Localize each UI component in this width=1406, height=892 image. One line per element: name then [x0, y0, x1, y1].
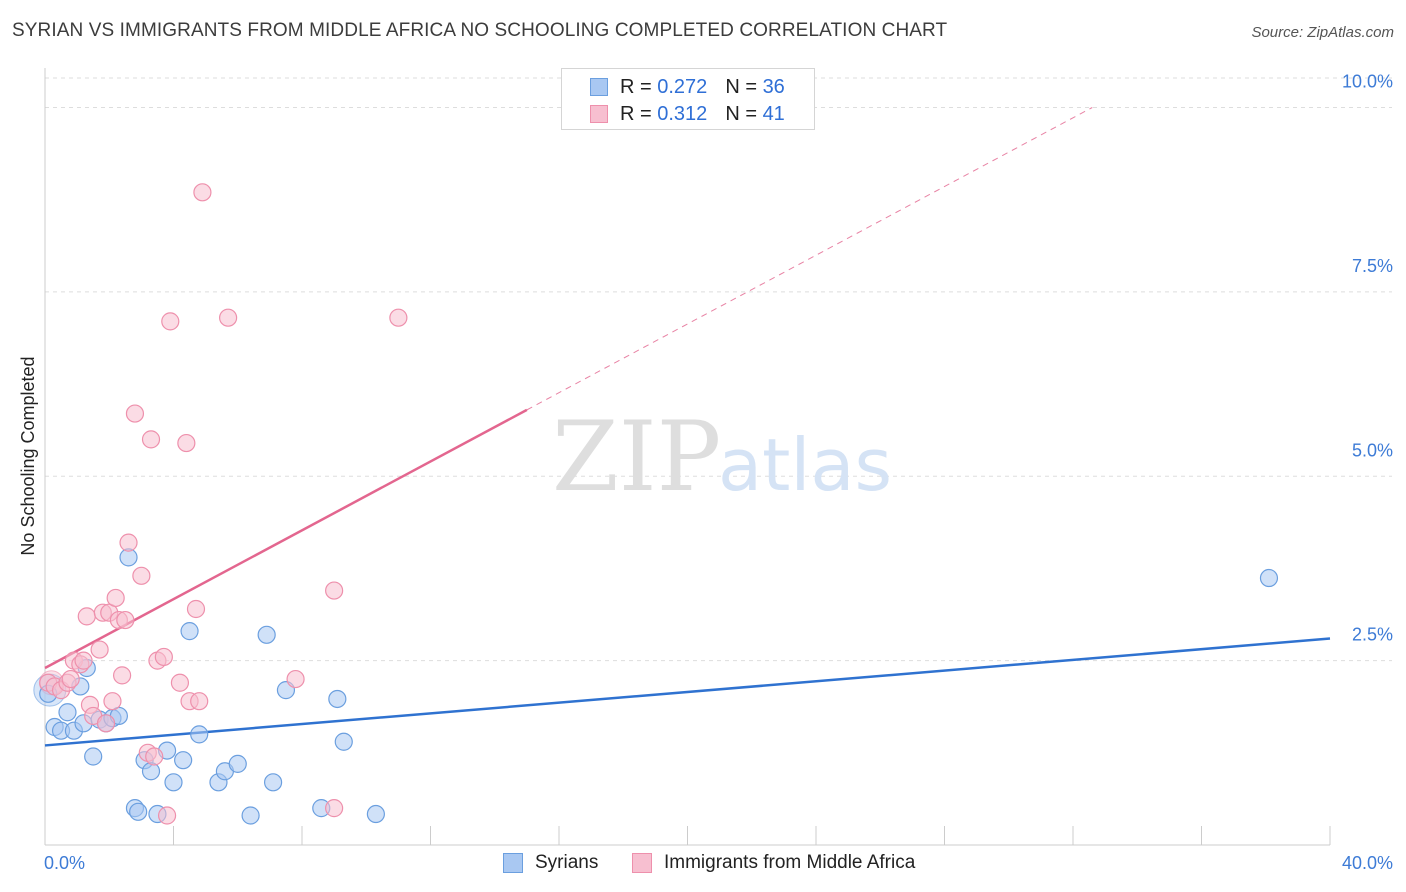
legend-item-africa: Immigrants from Middle Africa: [632, 852, 915, 874]
africa-point: [286, 669, 305, 689]
axis-labels: 2.5% 5.0% 7.5% 10.0% 0.0% 40.0%: [44, 72, 1393, 874]
watermark-atlas: atlas: [718, 423, 892, 507]
chart-source: Source: ZipAtlas.com: [1251, 24, 1394, 41]
africa-point: [161, 312, 180, 331]
chart-title: SYRIAN VS IMMIGRANTS FROM MIDDLE AFRICA …: [12, 20, 948, 41]
syrians-point: [174, 751, 193, 770]
syrians-point: [228, 754, 247, 773]
syrians-legend-label: Syrians: [535, 852, 599, 873]
africa-point: [96, 714, 116, 733]
africa-point: [389, 308, 408, 327]
syrians-point: [129, 802, 148, 821]
n-label: N =: [725, 102, 757, 125]
africa-point: [116, 610, 135, 630]
syrians-point: [141, 762, 161, 781]
africa-point: [141, 430, 161, 449]
africa-point: [186, 599, 206, 619]
africa-point: [325, 799, 344, 818]
syrians-point: [180, 622, 199, 641]
africa-point: [125, 404, 145, 423]
africa-point: [74, 651, 93, 670]
grid-lines: [45, 77, 1392, 662]
watermark: ZIP atlas: [552, 401, 892, 513]
data-points: [33, 183, 1279, 825]
r-label: R =: [620, 102, 652, 125]
africa-point: [157, 806, 177, 825]
n-value: 41: [762, 102, 785, 125]
africa-point: [193, 183, 212, 202]
africa-point: [177, 433, 196, 453]
syrians-point: [1259, 568, 1279, 588]
r-label: R =: [620, 75, 652, 98]
africa-point: [106, 588, 125, 608]
n-value: 36: [762, 75, 785, 98]
y-axis-label: No Schooling Completed: [18, 356, 38, 555]
syrians-point: [334, 732, 353, 751]
africa-trend-extension: [526, 107, 1093, 411]
syrians-swatch: [590, 78, 608, 96]
africa-point: [61, 669, 80, 689]
n-label: N =: [725, 75, 757, 98]
syrians-point: [263, 773, 283, 792]
y-tick-label: 5.0%: [1352, 440, 1393, 460]
r-value: 0.272: [657, 75, 708, 98]
africa-point: [170, 673, 190, 692]
africa-point: [219, 308, 238, 327]
syrians-point: [84, 747, 103, 766]
africa-swatch: [590, 105, 608, 123]
y-tick-label: 2.5%: [1352, 625, 1393, 645]
africa-point: [103, 692, 122, 711]
syrians-point: [257, 625, 276, 644]
legend-row-syrians: R = 0.272 N = 36: [590, 76, 785, 98]
syrians-legend-swatch: [503, 853, 523, 873]
africa-point: [145, 747, 164, 766]
africa-legend-label: Immigrants from Middle Africa: [664, 852, 916, 873]
axes: [44, 68, 1331, 846]
syrians-point: [58, 703, 77, 722]
africa-point: [119, 533, 138, 552]
y-tick-label: 10.0%: [1342, 72, 1393, 92]
syrians-point: [328, 689, 347, 709]
syrians-point: [366, 804, 385, 824]
africa-point: [325, 581, 344, 600]
syrians-trend-line: [44, 637, 1331, 747]
africa-point: [77, 607, 96, 626]
africa-point: [154, 647, 173, 667]
africa-point: [112, 666, 132, 685]
africa-legend-swatch: [632, 853, 652, 873]
syrians-point: [164, 773, 183, 792]
syrians-point: [190, 725, 209, 744]
africa-point: [190, 692, 209, 711]
x-tick-label: 40.0%: [1342, 853, 1393, 873]
r-value: 0.312: [657, 102, 708, 125]
legend-item-syrians: Syrians: [503, 852, 598, 874]
syrians-point: [241, 806, 260, 825]
legend-row-africa: R = 0.312 N = 41: [590, 103, 785, 125]
watermark-zip: ZIP: [552, 401, 721, 513]
africa-point: [132, 566, 151, 585]
africa-point: [90, 640, 109, 659]
y-tick-label: 7.5%: [1352, 256, 1393, 276]
stats-legend: R = 0.272 N = 36 R = 0.312 N = 41: [561, 68, 815, 130]
x-tick-label: 0.0%: [44, 853, 85, 873]
africa-trend-line: [44, 408, 528, 670]
